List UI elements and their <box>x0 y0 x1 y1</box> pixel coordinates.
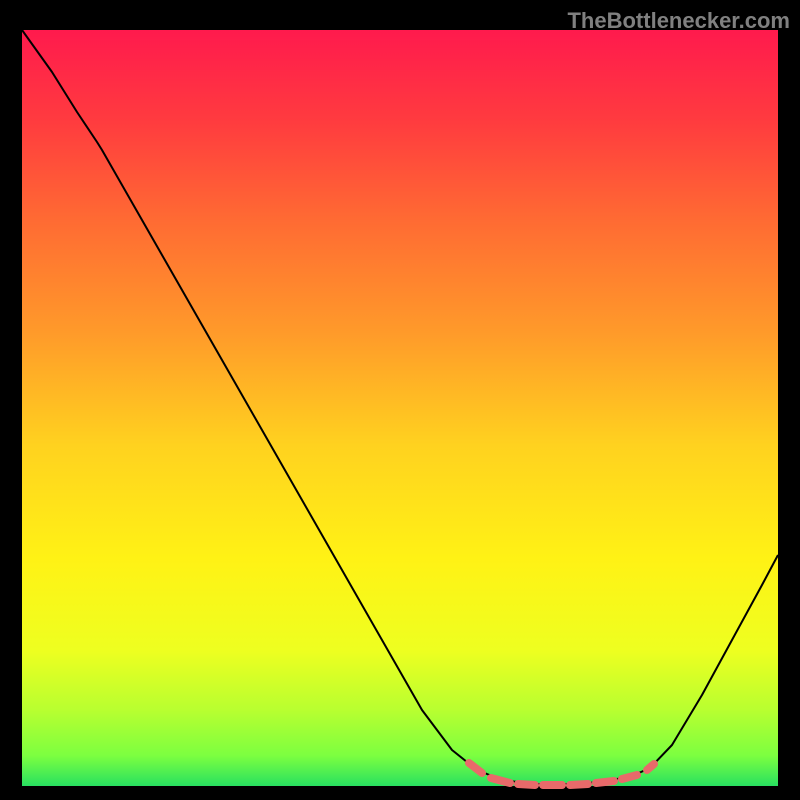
optimal-range-marker <box>596 781 614 783</box>
optimal-range-marker <box>491 778 510 783</box>
chart-container: TheBottlenecker.com <box>0 0 800 800</box>
watermark-text: TheBottlenecker.com <box>567 8 790 34</box>
optimal-range-marker <box>570 784 588 785</box>
bottleneck-curve-chart <box>0 0 800 800</box>
optimal-range-marker <box>518 784 535 785</box>
optimal-range-marker <box>622 775 637 779</box>
optimal-range-marker <box>647 764 654 770</box>
